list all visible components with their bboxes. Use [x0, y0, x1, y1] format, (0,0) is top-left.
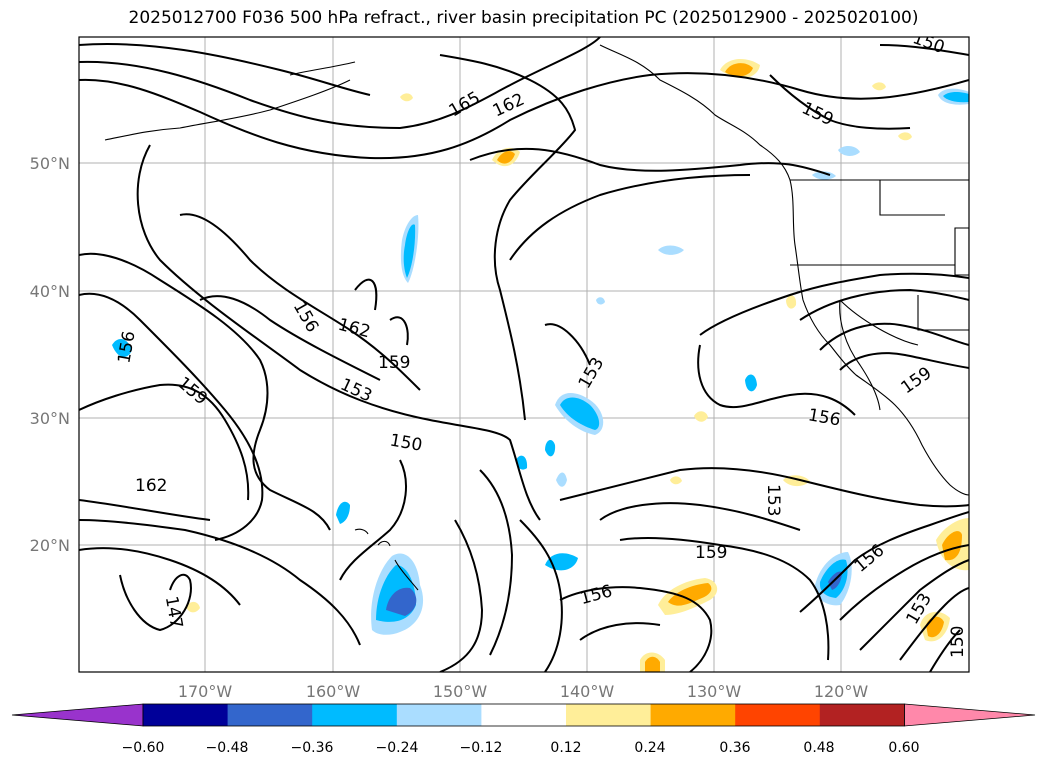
colorbar-tick-label: 0.12 [550, 740, 581, 756]
colorbar-tick-label: −0.24 [376, 740, 419, 756]
colorbar-tick-label: −0.12 [460, 740, 503, 756]
colorbar-tick-label: −0.60 [122, 740, 165, 756]
colorbar-extend-low [11, 703, 144, 727]
colorbar-tick-label: −0.48 [206, 740, 249, 756]
plot-area [79, 37, 969, 672]
colorbar-segment [227, 704, 313, 726]
colorbar-segment [735, 704, 821, 726]
lat-tick-label: 50°N [30, 154, 70, 173]
contour-label: 159 [378, 353, 410, 373]
colorbar-tick-label: 0.60 [888, 740, 919, 756]
coastlines [104, 44, 969, 591]
contour-label: 153 [763, 484, 783, 516]
colorbar-segment [143, 704, 229, 726]
colorbar-tick-labels: −0.60 −0.48 −0.36 −0.24 −0.12 0.12 0.24 … [122, 740, 920, 756]
lon-tick-labels: 170°W 160°W 150°W 140°W 130°W 120°W [178, 682, 869, 701]
contour-label: 150 [948, 626, 968, 658]
colorbar-segment [396, 704, 482, 726]
lon-tick-label: 150°W [433, 682, 488, 701]
contour-lines [79, 37, 969, 672]
lon-tick-label: 160°W [306, 682, 361, 701]
contour-label: 159 [695, 543, 727, 563]
lon-tick-label: 130°W [687, 682, 742, 701]
colorbar-tick-label: 0.48 [803, 740, 834, 756]
colorbar-segment [819, 704, 905, 726]
lat-tick-labels: 50°N 40°N 30°N 20°N [30, 154, 70, 555]
colorbar-tick-label: 0.24 [634, 740, 665, 756]
colorbar-segment [566, 704, 652, 726]
contour-label: 162 [135, 476, 167, 496]
lon-tick-label: 170°W [178, 682, 233, 701]
colorbar-segment [481, 704, 567, 726]
colorbar-frame [142, 703, 905, 727]
colorbar-tick-label: 0.36 [719, 740, 750, 756]
colorbar-segment [312, 704, 398, 726]
colorbar-segment [650, 704, 736, 726]
lon-tick-label: 140°W [560, 682, 615, 701]
lat-tick-label: 20°N [30, 536, 70, 555]
colorbar-extend-high [904, 703, 1036, 727]
lat-tick-label: 40°N [30, 282, 70, 301]
colorbar-tick-label: −0.36 [291, 740, 334, 756]
plot-frame [78, 36, 970, 673]
lat-tick-label: 30°N [30, 409, 70, 428]
lon-tick-label: 120°W [814, 682, 869, 701]
map-title: 2025012700 F036 500 hPa refract., river … [128, 8, 919, 28]
colorbar [11, 703, 1036, 727]
positive-shading [186, 58, 969, 672]
